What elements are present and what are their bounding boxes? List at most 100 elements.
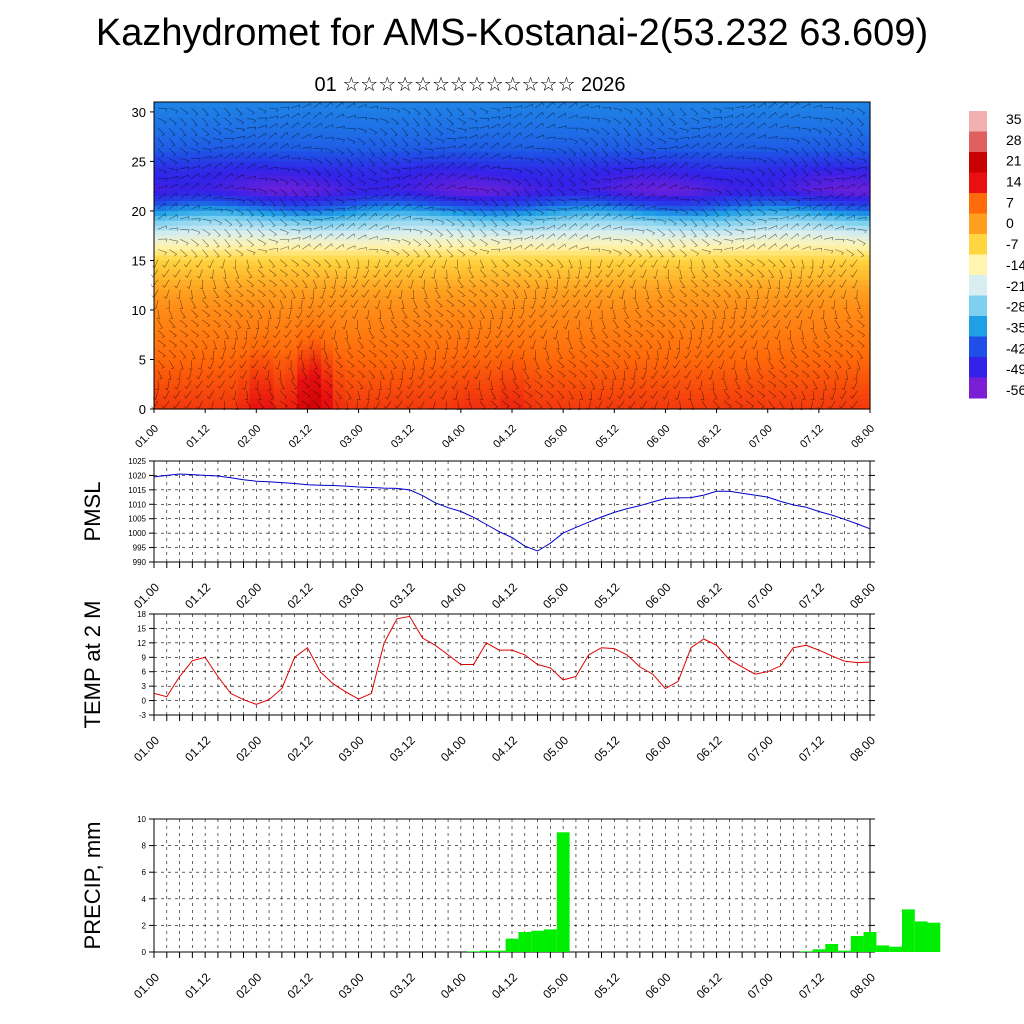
heatmap-cell xyxy=(201,161,215,167)
heatmap-cell xyxy=(297,374,310,380)
heatmap-cell xyxy=(834,102,847,108)
heatmap-cell xyxy=(309,141,322,148)
heatmap-cell xyxy=(285,210,298,217)
wind-barb xyxy=(235,289,244,298)
heatmap-cell xyxy=(571,235,585,242)
heatmap-cell xyxy=(344,146,358,153)
heatmap-cell xyxy=(428,156,441,163)
heatmap-cell xyxy=(655,146,668,153)
heatmap-cell xyxy=(702,334,716,341)
heatmap-cell xyxy=(571,166,585,172)
heatmap-cell xyxy=(702,354,716,361)
wind-barb xyxy=(424,148,434,153)
heatmap-cell xyxy=(380,270,394,276)
heatmap-cell xyxy=(165,102,179,108)
heatmap-cell xyxy=(559,290,573,296)
heatmap-cell xyxy=(822,126,835,133)
heatmap-cell xyxy=(619,379,632,385)
heatmap-cell xyxy=(344,191,358,197)
heatmap-cell xyxy=(523,295,537,301)
heatmap-cell xyxy=(273,374,286,380)
wind-barb xyxy=(202,228,211,237)
heatmap-cell xyxy=(368,300,382,306)
heatmap-cell xyxy=(428,275,441,281)
wind-barb xyxy=(513,168,523,174)
heatmap-cell xyxy=(691,245,704,252)
heatmap-cell xyxy=(344,111,358,118)
wind-barb xyxy=(579,168,587,177)
heatmap-cell xyxy=(321,314,334,321)
heatmap-cell xyxy=(631,329,644,336)
heatmap-cell xyxy=(547,275,561,281)
heatmap-cell xyxy=(464,339,477,346)
heatmap-cell xyxy=(535,295,549,301)
heatmap-cell xyxy=(738,374,752,380)
heatmap-cell xyxy=(249,205,262,212)
heatmap-cell xyxy=(858,384,871,390)
heatmap-cell xyxy=(679,166,692,172)
wind-barb xyxy=(441,259,447,269)
heatmap-cell xyxy=(691,255,704,262)
heatmap-cell xyxy=(297,324,310,331)
heatmap-cell xyxy=(583,300,597,306)
heatmap-cell xyxy=(607,230,620,237)
heatmap-cell xyxy=(571,102,585,108)
heatmap-cell xyxy=(619,136,632,143)
wind-barb xyxy=(444,269,448,280)
heatmap-cell xyxy=(559,300,573,306)
heatmap-cell xyxy=(500,116,513,123)
heatmap-cell xyxy=(237,111,251,118)
heatmap-cell xyxy=(750,319,764,326)
wind-barb xyxy=(568,214,578,220)
heatmap-cell xyxy=(404,300,418,306)
heatmap-cell xyxy=(416,344,430,351)
heatmap-cell xyxy=(786,240,799,247)
heatmap-cell xyxy=(440,309,453,316)
wind-barb xyxy=(746,244,755,250)
heatmap-cell xyxy=(512,290,525,296)
heatmap-cell xyxy=(201,102,215,108)
heatmap-cell xyxy=(547,290,561,296)
heatmap-cell xyxy=(643,176,656,182)
heatmap-cell xyxy=(368,181,382,187)
heatmap-cell xyxy=(595,196,609,202)
heatmap-cell xyxy=(559,275,573,281)
heatmap-cell xyxy=(750,260,764,266)
heatmap-cell xyxy=(559,146,573,153)
heatmap-cell xyxy=(225,285,239,291)
heatmap-cell xyxy=(261,151,274,158)
wind-barb xyxy=(819,259,825,269)
heatmap-cell xyxy=(452,334,465,341)
heatmap-cell xyxy=(177,265,191,271)
wind-barb xyxy=(812,138,821,146)
heatmap-cell xyxy=(464,215,477,222)
heatmap-cell xyxy=(154,230,167,237)
wind-barb xyxy=(857,138,865,147)
heatmap-cell xyxy=(774,116,788,123)
heatmap-cell xyxy=(273,270,286,276)
wind-barb xyxy=(657,299,665,308)
heatmap-cell xyxy=(512,220,525,227)
heatmap-cell xyxy=(667,384,680,390)
heatmap-cell xyxy=(237,329,251,336)
wind-barb xyxy=(817,269,825,279)
heatmap-cell xyxy=(738,265,752,271)
heatmap-cell xyxy=(165,176,179,182)
heatmap-cell xyxy=(309,191,322,197)
heatmap-cell xyxy=(344,354,358,361)
heatmap-cell xyxy=(643,136,656,143)
heatmap-cell xyxy=(309,265,322,271)
heatmap-cell xyxy=(404,280,418,286)
wind-barb xyxy=(490,107,501,113)
heatmap-cell xyxy=(464,176,477,182)
wind-barb xyxy=(157,168,167,175)
wind-barb xyxy=(468,208,477,217)
heatmap-cell xyxy=(595,300,609,306)
heatmap-cell xyxy=(750,181,764,187)
heatmap-cell xyxy=(726,201,740,207)
heatmap-cell xyxy=(416,205,430,212)
wind-barb xyxy=(735,143,744,149)
heatmap-cell xyxy=(774,404,788,410)
heatmap-cell xyxy=(201,220,215,227)
heatmap-cell xyxy=(201,270,215,276)
